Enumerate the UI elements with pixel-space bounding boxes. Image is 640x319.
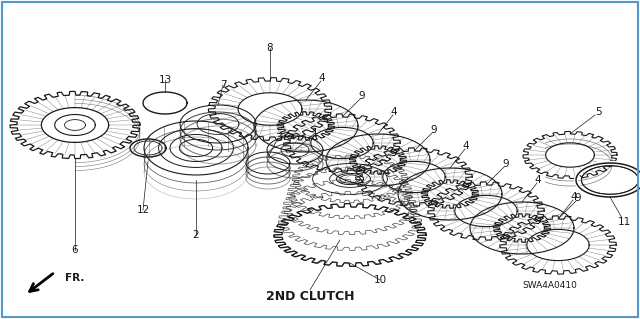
Text: 11: 11: [618, 217, 630, 227]
Text: 10: 10: [373, 275, 387, 285]
Text: 4: 4: [534, 175, 541, 185]
Text: 4: 4: [390, 107, 397, 117]
Text: 3: 3: [275, 133, 282, 143]
Text: 5: 5: [595, 107, 602, 117]
Text: 9: 9: [431, 125, 437, 135]
Text: 2ND CLUTCH: 2ND CLUTCH: [266, 291, 355, 303]
Text: 6: 6: [72, 245, 78, 255]
Text: 2: 2: [193, 230, 199, 240]
Text: SWA4A0410: SWA4A0410: [523, 280, 577, 290]
Text: 9: 9: [575, 193, 581, 203]
Text: 9: 9: [358, 91, 365, 101]
Text: 4: 4: [319, 73, 325, 83]
Text: 12: 12: [136, 205, 150, 215]
Text: 1: 1: [312, 128, 318, 138]
Text: 7: 7: [220, 80, 227, 90]
Text: FR.: FR.: [65, 273, 84, 283]
Text: 4: 4: [463, 141, 469, 151]
Text: 13: 13: [158, 75, 172, 85]
Text: 8: 8: [267, 43, 273, 53]
Text: 9: 9: [502, 159, 509, 169]
Text: 4: 4: [571, 192, 577, 202]
